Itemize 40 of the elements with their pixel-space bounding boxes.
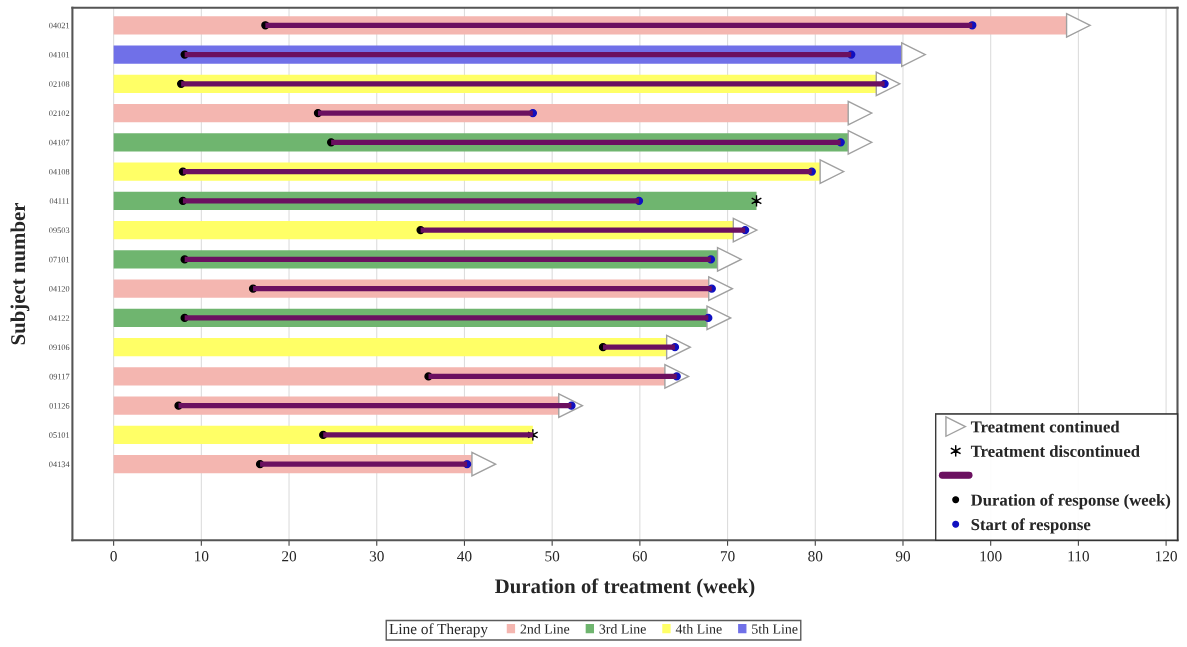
y-axis-title: Subject number — [10, 202, 30, 345]
legend-label: 2nd Line — [520, 623, 570, 634]
y-tick-label: 07101 — [49, 256, 70, 263]
y-tick-label: 09503 — [49, 227, 70, 234]
x-tick-label: 30 — [369, 551, 384, 562]
legend-label: 3rd Line — [599, 623, 646, 634]
y-tick-label: 04122 — [49, 315, 70, 321]
x-tick-label: 70 — [720, 551, 735, 562]
y-tick-label: 01126 — [49, 403, 70, 409]
y-tick-label: 02102 — [49, 110, 70, 117]
x-tick-label: 0 — [110, 551, 117, 562]
y-tick-label: 02108 — [49, 81, 70, 87]
y-tick-label: 04108 — [49, 168, 70, 175]
x-tick-label: 20 — [282, 551, 297, 562]
y-tick-label: 04111 — [49, 198, 70, 204]
x-tick-label: 60 — [632, 551, 647, 562]
y-tick-label: 04101 — [49, 51, 70, 58]
y-tick-label: 04107 — [49, 139, 70, 146]
legend-label: Treatment discontinued — [970, 445, 1140, 457]
legend-label: Start of response — [971, 518, 1091, 534]
y-tick-label: 05101 — [49, 432, 70, 438]
x-axis-title: Duration of treatment (week) — [495, 578, 755, 598]
y-tick-label: 04120 — [49, 285, 70, 292]
x-tick-label: 50 — [545, 551, 560, 562]
x-tick-label: 80 — [808, 551, 823, 562]
x-tick-label: 40 — [457, 551, 472, 562]
legend-label: Treatment continued — [970, 420, 1120, 433]
y-tick-label: 09106 — [49, 344, 70, 351]
y-tick-label: 09117 — [49, 373, 70, 380]
x-tick-label: 110 — [1068, 551, 1089, 562]
y-tick-label: 04134 — [49, 461, 70, 468]
x-tick-label: 90 — [895, 551, 911, 562]
x-tick-label: 100 — [980, 551, 1002, 562]
y-tick-label: 04021 — [49, 22, 70, 29]
legend-label: Duration of response (week) — [970, 493, 1171, 510]
legend-label: 4th Line — [675, 623, 722, 634]
legend-label: 5th Line — [752, 623, 798, 634]
x-tick-label: 120 — [1155, 551, 1177, 562]
legend-title: Line of Therapy — [389, 623, 488, 638]
x-tick-label: 10 — [195, 551, 209, 562]
